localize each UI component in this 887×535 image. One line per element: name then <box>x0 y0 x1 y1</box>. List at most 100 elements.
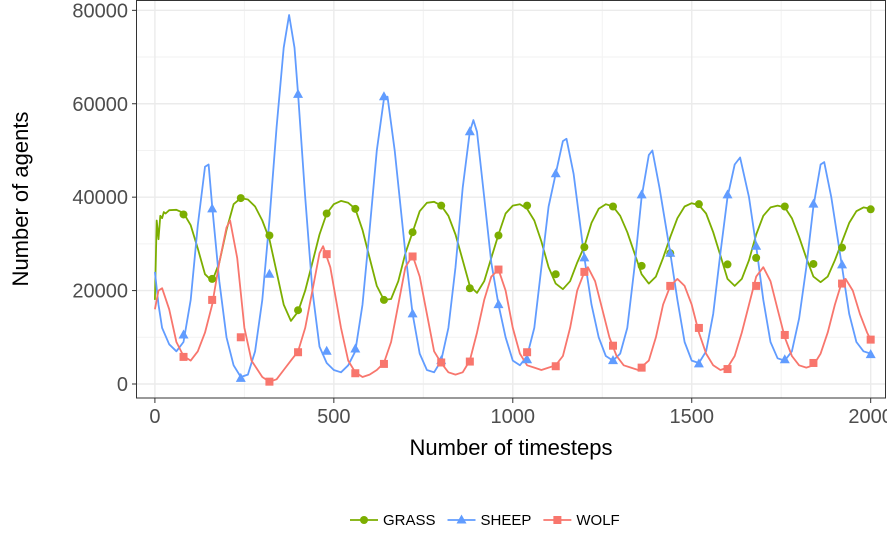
wolf-point <box>666 281 675 290</box>
wolf-point <box>694 323 703 332</box>
wolf-point <box>351 369 360 378</box>
grass-point <box>838 243 847 252</box>
grass-point <box>866 205 875 214</box>
grass-point <box>780 202 789 211</box>
grass-point <box>551 270 560 279</box>
sheep-point <box>178 329 189 339</box>
wolf-point <box>866 335 875 344</box>
x-tick-label: 0 <box>149 406 160 428</box>
grass-point <box>379 295 388 304</box>
sheep-point <box>378 91 389 101</box>
sheep-point <box>636 189 647 199</box>
x-tick-label: 2000 <box>848 406 887 428</box>
grass-point <box>408 228 417 237</box>
sheep-point <box>550 168 561 178</box>
sheep-point <box>722 189 733 199</box>
x-tick-label: 1500 <box>669 406 714 428</box>
grid <box>137 1 885 398</box>
sheep-point <box>407 308 418 318</box>
grass-point <box>580 243 589 252</box>
wolf-point <box>322 250 331 259</box>
y-tick-label: 60000 <box>72 94 128 116</box>
wolf-point <box>494 265 503 274</box>
wolf-point <box>379 359 388 368</box>
legend: GRASS SHEEP WOLF <box>350 512 620 529</box>
grass-point <box>437 201 446 210</box>
sheep-point <box>779 354 790 364</box>
x-tick-label: 500 <box>317 406 350 428</box>
wolf-point <box>609 341 617 350</box>
wolf-point <box>551 362 560 371</box>
legend-item-sheep: SHEEP <box>447 512 532 529</box>
panel-border <box>136 0 886 399</box>
sheep-point <box>608 355 618 365</box>
sheep-point <box>493 299 504 309</box>
wolf-point <box>752 281 761 290</box>
grass-point <box>609 202 617 211</box>
wolf-point <box>294 348 303 357</box>
sheep-point <box>321 345 332 355</box>
axes: 0 20000 40000 60000 80000 0 500 1000 1500 2000 <box>72 0 887 428</box>
sheep-point <box>751 240 762 250</box>
grass-point <box>208 274 217 283</box>
grass-point <box>637 261 646 270</box>
legend-item-grass: GRASS <box>350 512 436 529</box>
grass-point <box>809 259 818 268</box>
sheep-point <box>522 354 533 364</box>
legend-item-wolf: WOLF <box>543 512 620 529</box>
grass-point <box>294 306 303 315</box>
wolf-point <box>723 365 732 374</box>
x-axis-title: Number of timesteps <box>410 435 613 460</box>
sheep-point <box>579 252 590 262</box>
wolf-point <box>179 352 188 361</box>
series-markers <box>178 88 876 386</box>
legend-key-marker <box>553 516 562 524</box>
grass-point <box>752 253 761 262</box>
y-tick-label: 0 <box>117 374 128 396</box>
legend-label: GRASS <box>383 512 436 529</box>
wolf-point <box>265 377 274 386</box>
sheep-point <box>808 198 819 208</box>
wolf-point <box>408 252 417 261</box>
y-tick-label: 80000 <box>72 0 128 22</box>
x-tick-label: 1000 <box>491 406 536 428</box>
grass-point <box>723 260 732 269</box>
sheep-point <box>837 259 848 269</box>
wolf-point <box>580 267 589 276</box>
grass-point <box>694 200 703 209</box>
sheep-point <box>464 126 475 136</box>
sheep-point <box>207 203 218 213</box>
wolf-point <box>780 330 789 339</box>
legend-label: SHEEP <box>481 512 532 529</box>
sheep-point <box>693 358 704 368</box>
grass-point <box>494 231 503 240</box>
legend-key-marker <box>456 514 467 524</box>
legend-key-marker <box>360 516 368 524</box>
y-axis-title: Number of agents <box>8 112 33 287</box>
grass-point <box>265 231 274 240</box>
sheep-point <box>293 88 304 98</box>
y-tick-label: 20000 <box>72 281 128 303</box>
grass-point <box>322 209 331 218</box>
sheep-point <box>235 372 246 382</box>
sheep-point <box>865 349 876 359</box>
sheep-point <box>350 343 361 353</box>
grass-point <box>179 210 188 219</box>
y-tick-label: 40000 <box>72 187 128 209</box>
wolf-point <box>838 279 847 288</box>
wolf-point <box>437 358 446 367</box>
wolf-point <box>523 348 532 357</box>
sheep-point <box>264 268 275 278</box>
sheep-point <box>665 247 676 257</box>
wolf-point <box>809 358 818 367</box>
wolf-point <box>637 363 646 372</box>
panel-background <box>136 0 886 398</box>
grass-point <box>465 284 474 293</box>
wolf-point <box>465 357 474 366</box>
wolf-point <box>236 333 245 342</box>
wolf-point <box>208 295 217 304</box>
grass-point <box>523 201 532 210</box>
legend-label: WOLF <box>576 512 619 529</box>
grass-point <box>351 204 360 213</box>
